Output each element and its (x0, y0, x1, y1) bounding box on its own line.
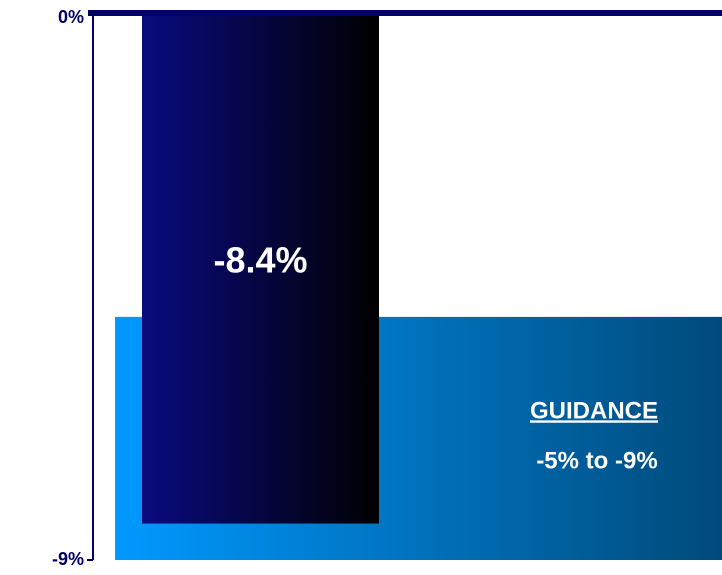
bar (142, 13, 379, 524)
y-tick-label: 0% (58, 7, 84, 27)
guidance-label: GUIDANCE (530, 397, 658, 424)
guidance-range: -5% to -9% (536, 447, 657, 474)
y-tick-label: -9% (52, 549, 84, 569)
bar-value-label: -8.4% (213, 240, 307, 281)
